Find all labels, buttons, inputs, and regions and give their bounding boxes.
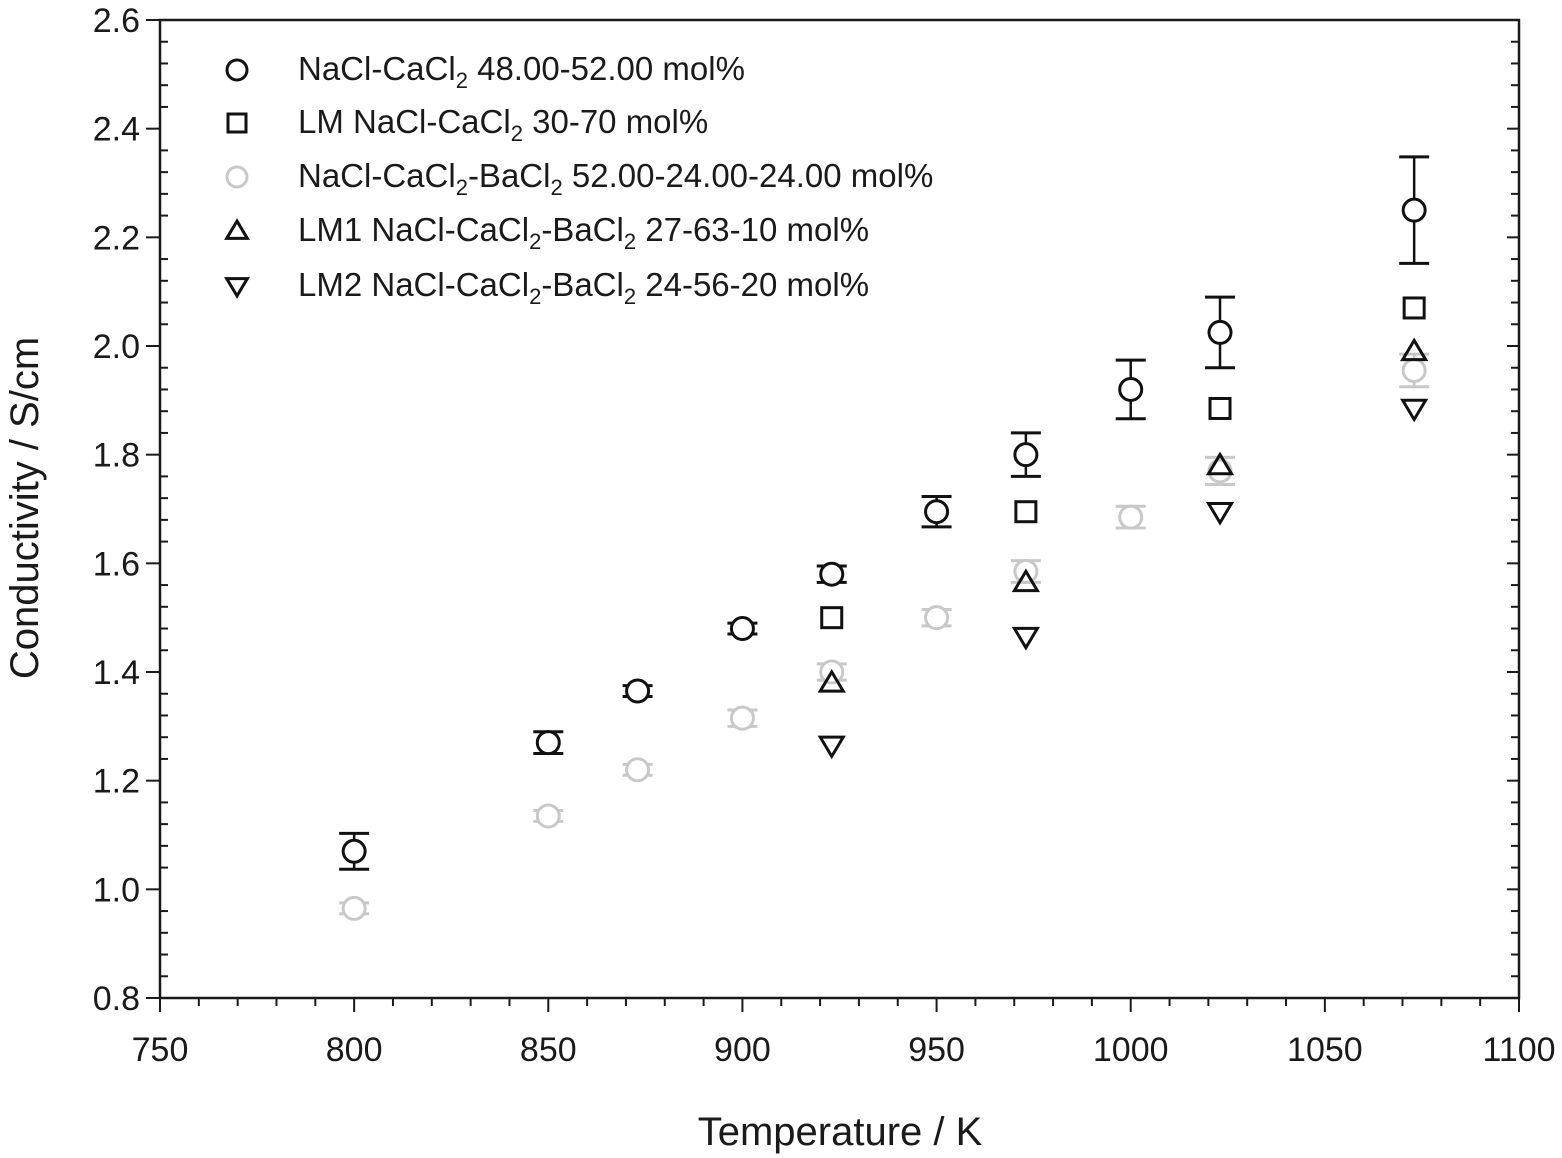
circle-marker-icon bbox=[819, 561, 845, 587]
y-tick-label: 1.6 bbox=[93, 545, 140, 583]
x-axis: 750 800 850 900 950 1000 1050 1100 bbox=[132, 998, 1556, 1069]
triangle-up-marker-icon bbox=[1205, 451, 1235, 476]
legend-item: NaCl-CaCl2-BaCl2 52.00-24.00-24.00 mol% bbox=[225, 157, 933, 200]
circle-marker-icon bbox=[729, 616, 755, 642]
square-marker-icon bbox=[1402, 296, 1426, 320]
circle-marker-icon bbox=[225, 58, 249, 82]
x-tick-label: 750 bbox=[132, 1031, 189, 1069]
series-2 bbox=[339, 352, 1430, 921]
y-tick-label: 1.4 bbox=[93, 654, 140, 692]
plot-border bbox=[158, 18, 1521, 1000]
circle-marker-icon bbox=[535, 730, 561, 756]
legend-item: LM2 NaCl-CaCl2-BaCl2 24-56-20 mol% bbox=[224, 266, 869, 309]
circle-marker-icon bbox=[225, 165, 249, 189]
legend-label: LM2 NaCl-CaCl2-BaCl2 24-56-20 mol% bbox=[298, 266, 869, 309]
y-tick-label: 2.2 bbox=[93, 219, 140, 257]
y-tick-label: 1.2 bbox=[93, 763, 140, 801]
circle-marker-icon bbox=[1401, 197, 1427, 223]
x-tick-label: 1000 bbox=[1093, 1031, 1169, 1069]
legend: NaCl-CaCl2 48.00-52.00 mol% LM NaCl-CaCl2… bbox=[224, 50, 933, 309]
square-marker-icon bbox=[1014, 500, 1038, 524]
x-tick-label: 1100 bbox=[1482, 1031, 1555, 1069]
triangle-down-marker-icon bbox=[224, 277, 250, 299]
circle-marker-icon bbox=[625, 757, 651, 783]
legend-label: NaCl-CaCl2 48.00-52.00 mol% bbox=[298, 50, 745, 93]
legend-item: LM NaCl-CaCl2 30-70 mol% bbox=[226, 103, 708, 146]
series-1 bbox=[820, 296, 1426, 630]
circle-marker-icon bbox=[1013, 558, 1039, 584]
circle-marker-icon bbox=[341, 838, 367, 864]
x-axis-title: Temperature / K bbox=[698, 1110, 983, 1154]
circle-marker-icon bbox=[1118, 376, 1144, 402]
plot-frame bbox=[158, 18, 1521, 1000]
series-0 bbox=[339, 155, 1430, 871]
triangle-down-marker-icon bbox=[1400, 398, 1429, 423]
circle-marker-icon bbox=[924, 605, 950, 631]
triangle-up-marker-icon bbox=[817, 668, 846, 693]
circle-marker-icon bbox=[535, 803, 561, 829]
legend-item: LM1 NaCl-CaCl2-BaCl2 27-63-10 mol% bbox=[224, 211, 869, 254]
series-4 bbox=[817, 398, 1429, 760]
legend-label: LM NaCl-CaCl2 30-70 mol% bbox=[298, 103, 708, 146]
circle-marker-icon bbox=[924, 499, 950, 525]
square-marker-icon bbox=[820, 606, 844, 630]
y-tick-label: 2.0 bbox=[93, 328, 140, 366]
circle-marker-icon bbox=[819, 659, 845, 685]
triangle-down-marker-icon bbox=[817, 735, 846, 760]
x-tick-label: 1050 bbox=[1287, 1031, 1363, 1069]
square-marker-icon bbox=[1208, 396, 1232, 420]
series-3 bbox=[817, 337, 1429, 693]
circle-marker-icon bbox=[341, 895, 367, 921]
circle-marker-icon bbox=[1207, 319, 1233, 345]
triangle-down-marker-icon bbox=[1205, 501, 1235, 526]
triangle-down-marker-icon bbox=[1011, 626, 1041, 651]
y-tick-label: 2.4 bbox=[93, 111, 140, 149]
square-marker-icon bbox=[226, 112, 248, 134]
legend-label: NaCl-CaCl2-BaCl2 52.00-24.00-24.00 mol% bbox=[298, 157, 933, 200]
circle-marker-icon bbox=[729, 705, 755, 731]
triangle-up-marker-icon bbox=[1011, 568, 1041, 593]
data-series bbox=[339, 155, 1430, 921]
y-tick-label: 1.8 bbox=[93, 437, 140, 475]
y-tick-label: 1.0 bbox=[93, 871, 140, 909]
x-tick-label: 800 bbox=[326, 1031, 383, 1069]
circle-marker-icon bbox=[1013, 442, 1039, 468]
triangle-up-marker-icon bbox=[1400, 337, 1429, 362]
x-tick-label: 850 bbox=[520, 1031, 577, 1069]
circle-marker-icon bbox=[1118, 504, 1144, 530]
y-axis-title: Conductivity / S/cm bbox=[3, 337, 47, 679]
legend-label: LM1 NaCl-CaCl2-BaCl2 27-63-10 mol% bbox=[298, 211, 869, 254]
legend-item: NaCl-CaCl2 48.00-52.00 mol% bbox=[225, 50, 745, 93]
triangle-up-marker-icon bbox=[224, 218, 250, 240]
y-tick-label: 0.8 bbox=[93, 980, 140, 1018]
x-tick-label: 950 bbox=[908, 1031, 965, 1069]
circle-marker-icon bbox=[625, 678, 651, 704]
y-tick-label: 2.6 bbox=[93, 2, 140, 40]
y-axis: 0.8 1.0 1.2 1.4 1.6 1.8 2.0 2.2 2.4 2.6 bbox=[93, 2, 1519, 1018]
x-tick-label: 900 bbox=[714, 1031, 771, 1069]
